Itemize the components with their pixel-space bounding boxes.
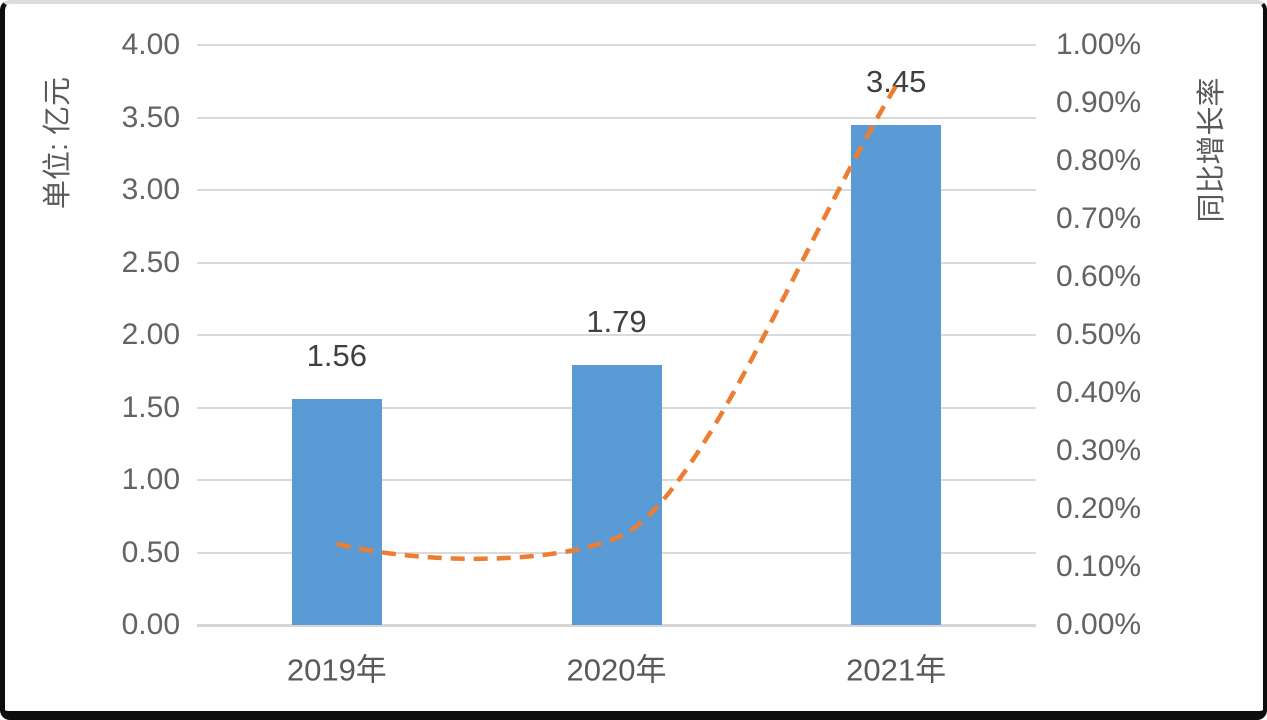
y-axis-right-tick: 0.90% <box>1056 86 1142 119</box>
category-label: 2020年 <box>566 652 667 688</box>
y-axis-left-tick: 2.50 <box>121 245 180 279</box>
y-axis-right-tick: 0.40% <box>1056 376 1142 409</box>
y-axis-left-tick: 3.00 <box>121 173 180 206</box>
y-axis-right-tick: 0.60% <box>1056 260 1142 293</box>
gridline <box>197 334 1036 336</box>
y-axis-right-tick: 0.00% <box>1056 608 1142 641</box>
y-axis-left-tick: 3.50 <box>121 100 180 134</box>
bar-value-label: 1.56 <box>306 337 367 373</box>
y-axis-left-tick: 4.00 <box>121 28 180 61</box>
y-axis-left-tick: 0.00 <box>121 608 180 641</box>
bar-value-label: 1.79 <box>586 304 647 340</box>
category-label: 2021年 <box>846 652 947 688</box>
y-axis-left-tick: 0.50 <box>121 535 180 569</box>
gridline <box>197 116 1036 119</box>
gridline <box>197 189 1036 191</box>
y-axis-right-tick: 0.30% <box>1056 434 1142 467</box>
y-axis-right-tick: 0.20% <box>1056 492 1142 525</box>
bar-2019年 <box>291 398 382 625</box>
bar-2021年 <box>851 124 942 625</box>
bar-2020年 <box>571 365 662 625</box>
y-axis-right-tick: 0.70% <box>1056 202 1142 235</box>
gridline <box>197 261 1036 264</box>
x-axis-line <box>197 624 1036 627</box>
y-axis-right-tick: 0.10% <box>1056 550 1142 583</box>
y-axis-right-tick: 0.80% <box>1056 144 1142 177</box>
y-axis-left-tick: 1.00 <box>121 463 180 496</box>
y-axis-left-tick: 1.50 <box>121 390 180 424</box>
bar-value-label: 3.45 <box>865 63 927 99</box>
growth-line <box>336 84 899 562</box>
gridline <box>197 44 1036 46</box>
category-label: 2019年 <box>286 652 387 688</box>
y-axis-right-tick: 0.50% <box>1056 318 1142 351</box>
y-axis-right-tick: 1.00% <box>1056 28 1142 61</box>
y-axis-left-tick: 2.00 <box>121 318 180 351</box>
